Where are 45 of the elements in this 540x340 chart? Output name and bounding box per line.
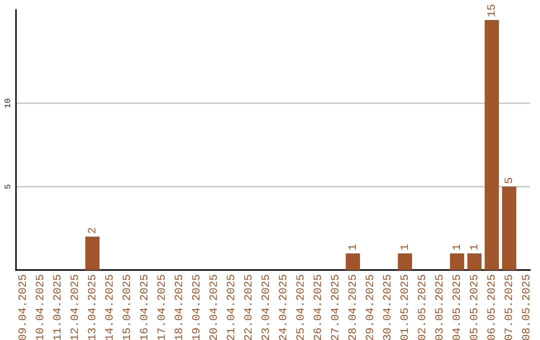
x-tick-label: 17.04.2025	[157, 274, 165, 340]
bar	[398, 253, 412, 270]
x-tick-label: 03.05.2025	[435, 274, 443, 340]
data-label: 1	[348, 244, 356, 250]
x-tick-label: 04.05.2025	[452, 274, 460, 340]
bar	[346, 253, 360, 270]
x-tick-label: 22.04.2025	[244, 274, 252, 340]
bar	[484, 20, 499, 270]
x-tick-label: 27.04.2025	[330, 274, 338, 340]
x-tick-label: 26.04.2025	[314, 274, 322, 340]
x-tick-label: 05.05.2025	[470, 274, 478, 340]
x-tick-label: 16.04.2025	[140, 274, 148, 340]
x-tick-label: 11.04.2025	[53, 274, 61, 340]
x-tick-label: 14.04.2025	[105, 274, 113, 340]
x-tick-label: 07.05.2025	[504, 274, 512, 340]
x-tick-label: 23.04.2025	[261, 274, 270, 340]
x-tick-label: 25.04.2025	[296, 274, 304, 340]
x-tick-label: 06.05.2025	[487, 274, 495, 340]
x-tick-label: 15.04.2025	[122, 274, 130, 340]
x-tick-label: 09.04.2025	[18, 274, 26, 340]
x-tick-label: 28.04.2025	[348, 274, 356, 340]
x-tick-label: 12.04.2025	[70, 274, 78, 340]
data-label: 15	[487, 4, 495, 16]
x-tick-label: 02.05.2025	[418, 274, 426, 340]
data-label: 2	[88, 228, 96, 234]
x-tick-label: 29.04.2025	[366, 274, 374, 340]
x-tick-label: 13.04.2025	[88, 274, 96, 340]
data-label: 5	[504, 178, 512, 184]
bar	[85, 236, 100, 270]
bar	[502, 186, 516, 270]
x-tick-label: 20.04.2025	[209, 274, 217, 340]
x-tick-label: 24.04.2025	[278, 274, 286, 340]
data-label: 1	[452, 244, 460, 250]
x-tick-label: 21.04.2025	[226, 274, 234, 340]
bar	[450, 253, 464, 270]
x-tick-label: 19.04.2025	[192, 274, 200, 340]
y-tick-label: 10	[4, 98, 10, 108]
x-tick-label: 18.04.2025	[174, 274, 182, 340]
x-tick-label: 01.05.2025	[400, 274, 408, 340]
x-tick-label: 10.04.2025	[36, 274, 44, 340]
data-label: 1	[400, 244, 408, 250]
bar	[467, 253, 482, 270]
x-tick-label: 30.04.2025	[383, 274, 391, 340]
x-tick-label: 08.05.2025	[522, 274, 530, 340]
data-label: 1	[470, 244, 478, 250]
